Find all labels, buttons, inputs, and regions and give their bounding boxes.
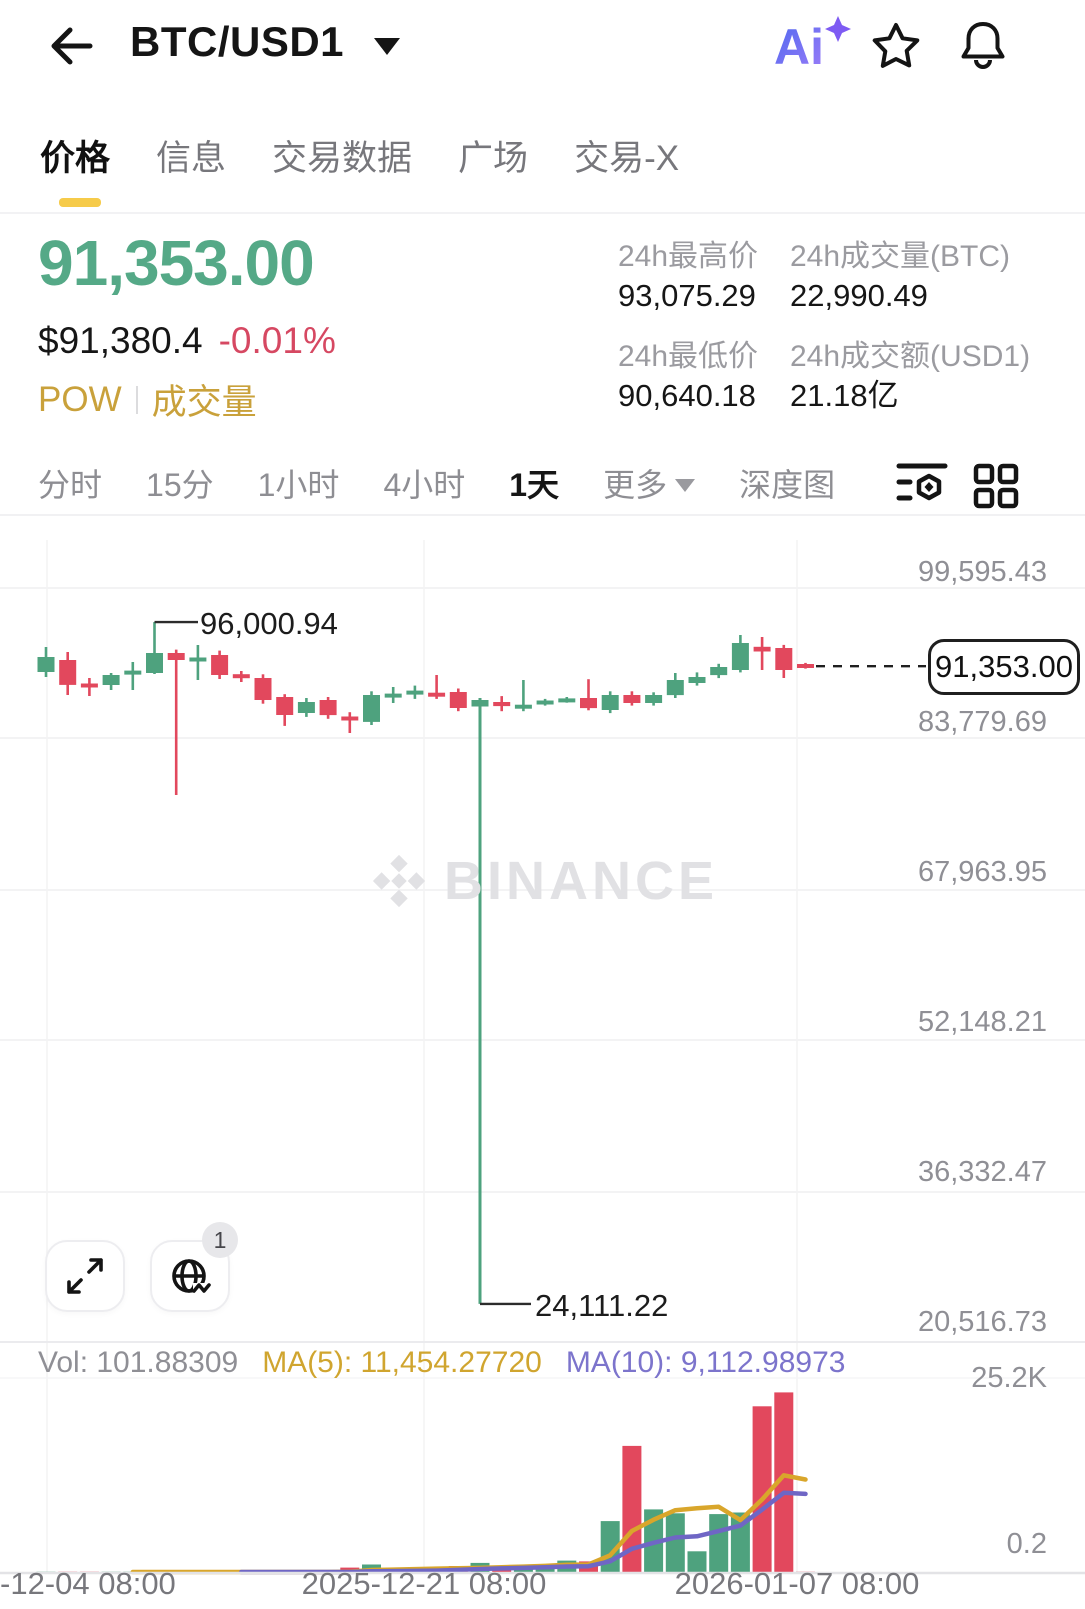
high-annotation: 96,000.94	[200, 606, 338, 641]
price-axis-label: 20,516.73	[917, 1306, 1047, 1338]
timeframe-label: 深度图	[739, 467, 836, 503]
timeframe-label: 分时	[38, 467, 103, 503]
pair-title[interactable]: BTC/USD1	[130, 18, 345, 65]
price-axis-label: 99,595.43	[917, 556, 1047, 588]
stat-label: 24h最低价	[618, 340, 759, 373]
divider	[0, 514, 1085, 516]
tab-0[interactable]: 价格	[40, 139, 111, 178]
drawing-tools-button[interactable]: 1	[150, 1222, 238, 1312]
ma10-value: MA(10): 9,112.98973	[565, 1346, 846, 1379]
tab-2[interactable]: 交易数据	[272, 139, 413, 178]
top-tab-bar: 价格 信息 交易数据 广场 交易-X	[40, 130, 679, 181]
current-price-tag: 91,353.00	[928, 639, 1080, 695]
globe-icon	[172, 1259, 211, 1295]
stat-value: 90,640.18	[618, 378, 756, 413]
tab-1[interactable]: 信息	[156, 139, 227, 178]
binance-logo-icon	[372, 854, 426, 908]
timeframe-15分[interactable]: 15分	[146, 460, 214, 506]
stat-3: 24h成交额(USD1) 21.18亿	[790, 338, 1049, 416]
candlestick-chart[interactable]	[0, 540, 1085, 1609]
stat-value: 93,075.29	[618, 278, 756, 313]
binance-watermark: BINANCE	[370, 850, 718, 912]
divider	[135, 385, 138, 414]
volume-tag[interactable]: 成交量	[151, 383, 257, 422]
back-arrow-icon	[51, 27, 93, 65]
timeframe-label: 1天	[509, 467, 560, 503]
indicator-settings-icon	[896, 463, 948, 501]
star-icon	[872, 23, 920, 68]
price-axis-label: 52,148.21	[917, 1006, 1047, 1038]
notifications-button[interactable]	[956, 18, 1010, 79]
ma5-value: MA(5): 11,454.27720	[262, 1346, 542, 1379]
ai-logo-text: Ai	[774, 19, 824, 75]
time-axis-label: -12-04 08:00	[0, 1566, 176, 1601]
vol-value: Vol: 101.88309	[38, 1346, 239, 1379]
watermark-text: BINANCE	[444, 851, 719, 911]
stat-label: 24h最高价	[618, 240, 759, 273]
stat-label: 24h成交额(USD1)	[790, 340, 1031, 373]
stat-1: 24h成交量(BTC) 22,990.49	[790, 238, 1049, 316]
divider	[0, 212, 1085, 214]
price-axis-label: 36,332.47	[917, 1156, 1047, 1188]
pow-tag[interactable]: POW	[38, 379, 122, 419]
active-tab-underline	[59, 198, 101, 207]
stat-2: 24h最低价 90,640.18	[618, 338, 790, 416]
timeframe-1小时[interactable]: 1小时	[258, 460, 340, 506]
pair-dropdown-icon[interactable]	[374, 38, 400, 55]
ai-assistant-button[interactable]: Ai	[772, 12, 858, 81]
timeframe-label: 15分	[146, 467, 214, 503]
timeframe-label: 更多	[603, 467, 668, 503]
stat-label: 24h成交量(BTC)	[790, 240, 1011, 273]
grid-icon	[973, 463, 1019, 509]
price-axis-label: 67,963.95	[917, 856, 1047, 888]
timeframe-label: 1小时	[257, 467, 340, 503]
fiat-price: $91,380.4	[38, 320, 203, 361]
timeframe-深度图[interactable]: 深度图	[739, 460, 835, 506]
stats-grid: 24h最高价 93,075.29 24h成交量(BTC) 22,990.49 24h最低…	[618, 238, 1049, 416]
time-axis-label: 2026-01-07 08:00	[674, 1566, 920, 1601]
chart-canvas	[0, 540, 1085, 1575]
change-percent: -0.01%	[218, 320, 336, 361]
back-button[interactable]	[44, 22, 96, 70]
tab-4[interactable]: 交易-X	[574, 139, 680, 178]
stat-0: 24h最高价 93,075.29	[618, 238, 790, 316]
low-annotation: 24,111.22	[535, 1288, 669, 1323]
tools-count-badge: 1	[202, 1222, 238, 1258]
volume-axis-label: 25.2K	[971, 1362, 1047, 1394]
sparkle-icon	[825, 16, 851, 42]
bell-icon	[961, 22, 1005, 69]
favorite-button[interactable]	[870, 20, 922, 77]
timeframe-toolbar: 分时 15分 1小时 4小时 1天 更多 深度图	[38, 460, 835, 506]
stat-value: 22,990.49	[790, 278, 928, 313]
chevron-down-icon	[675, 478, 696, 492]
timeframe-更多[interactable]: 更多	[603, 460, 696, 506]
timeframe-1天[interactable]: 1天	[509, 460, 559, 506]
last-price: 91,353.00	[38, 227, 315, 299]
timeframe-label: 4小时	[383, 467, 466, 503]
expand-icon	[67, 1258, 103, 1294]
volume-axis-label: 0.2	[1006, 1528, 1047, 1560]
fullscreen-button[interactable]	[45, 1240, 125, 1312]
time-axis-label: 2025-12-21 08:00	[301, 1566, 547, 1601]
stat-value: 21.18亿	[790, 378, 899, 413]
timeframe-4小时[interactable]: 4小时	[383, 460, 465, 506]
layout-grid-button[interactable]	[972, 462, 1020, 515]
timeframe-分时[interactable]: 分时	[38, 460, 102, 506]
volume-indicator-row: Vol: 101.88309 MA(5): 11,454.27720 MA(10…	[38, 1346, 845, 1380]
price-axis-label: 83,779.69	[917, 706, 1047, 738]
indicator-settings-button[interactable]	[891, 458, 951, 517]
tab-3[interactable]: 广场	[458, 139, 529, 178]
